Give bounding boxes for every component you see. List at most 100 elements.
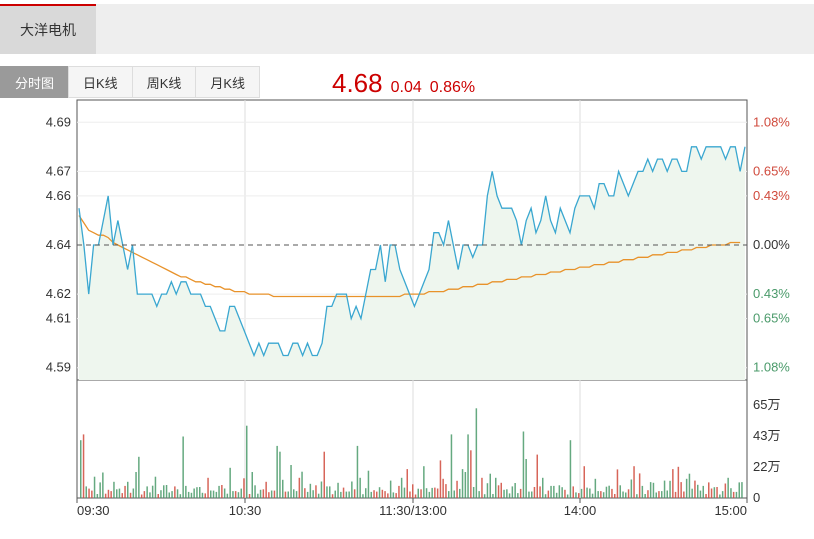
volume-bar [334,490,336,498]
volume-bar [514,483,516,498]
volume-bar [257,493,259,498]
volume-bar [207,477,209,498]
volume-bar [196,487,198,498]
volume-bar [694,480,696,498]
volume-bar [276,445,278,498]
volume-bar [589,488,591,498]
time-tick-label: 15:00 [714,503,747,518]
price-tick-label: 4.59 [46,360,71,375]
volume-bar [187,491,190,498]
volume-bar [519,488,522,498]
volume-bar [600,491,602,498]
volume-bar [251,472,253,498]
intraday-chart: 4.69 4.67 4.66 4.64 4.62 4.61 4.59 1.08% 0.65% 0… [46,99,790,518]
volume-bar [96,494,99,498]
volume-bar [353,489,356,498]
volume-bar [124,485,126,498]
volume-bar [104,493,107,498]
volume-bar [395,493,397,498]
volume-bar [638,473,641,498]
volume-bar [373,490,375,498]
price-tick-label: 4.62 [46,286,71,301]
volume-bar [234,491,237,498]
volume-bar [226,493,229,498]
volume-bar [171,491,173,498]
volume-bar [400,477,403,498]
volume-bar [279,451,281,498]
volume-bar [212,490,215,498]
volume-bar [265,481,267,498]
volume-bar [221,485,223,498]
volume-bar [387,493,389,498]
volume-bar [442,478,444,498]
volume-bar [655,492,657,498]
volume-bar [412,484,414,498]
volume-bar [370,491,372,498]
volume-bar [392,492,395,498]
volume-bar [268,492,270,498]
price-tick-label: 4.66 [46,188,71,203]
volume-bar [489,473,491,498]
volume-bar [284,491,287,498]
volume-bar [129,492,132,498]
volume-bar [348,491,350,498]
volume-bar [389,480,392,498]
volume-bar [578,493,580,498]
volume-bar [503,489,505,498]
volume-bar [644,494,646,498]
tab-daily-k[interactable]: 日K线 [68,66,133,98]
volume-bar [135,472,137,498]
volume-bar [88,488,90,498]
volume-bar [641,485,644,498]
volume-bar [331,494,334,498]
percent-tick-label: 1.08% [753,360,790,375]
volume-bar [544,494,547,498]
time-tick-label: 09:30 [77,503,110,518]
tab-monthly-k[interactable]: 月K线 [195,66,261,98]
volume-bar [356,445,359,498]
volume-bar [138,456,140,498]
volume-bar [160,490,162,498]
volume-bar [295,491,298,498]
volume-bar [340,491,342,498]
volume-bar [378,487,381,498]
volume-bar [293,489,295,498]
stock-name-tab[interactable]: 大洋电机 [0,4,96,54]
volume-bar [99,482,101,498]
volume-bar [149,492,151,498]
volume-bar [633,466,635,498]
price-axis: 4.69 4.67 4.66 4.64 4.62 4.61 4.59 [46,114,71,374]
price-tick-label: 4.61 [46,311,71,326]
tab-intraday[interactable]: 分时图 [0,66,70,98]
volume-bar [423,466,425,498]
volume-bar [417,488,419,498]
volume-bar [464,472,467,498]
volume-bar [674,491,677,498]
last-price: 4.68 [332,68,383,98]
volume-bar [741,482,743,498]
time-tick-label: 11:30/13:00 [379,503,447,518]
price-line [78,146,746,358]
volume-bar [710,488,713,498]
volume-bar [345,491,348,498]
volume-bar [467,434,469,498]
percent-tick-label: 0.65% [753,311,790,326]
volume-bar [685,478,688,498]
volume-bar [602,492,605,498]
volume-bar [146,486,148,498]
tab-weekly-k[interactable]: 周K线 [131,66,197,98]
volume-bar [702,485,704,498]
volume-bar [425,488,428,498]
volume-bar [470,450,472,498]
volume-bar [553,485,555,498]
volume-bar [459,488,461,498]
volume-bar [453,490,455,498]
volume-bar [450,434,453,498]
volume-bar [483,494,486,498]
volume-bar [647,490,649,498]
volume-bar [376,491,378,498]
volume-bar [445,484,447,498]
volume-bar [127,481,129,498]
volume-bar [298,477,301,498]
percent-tick-label: 0.43% [753,286,790,301]
